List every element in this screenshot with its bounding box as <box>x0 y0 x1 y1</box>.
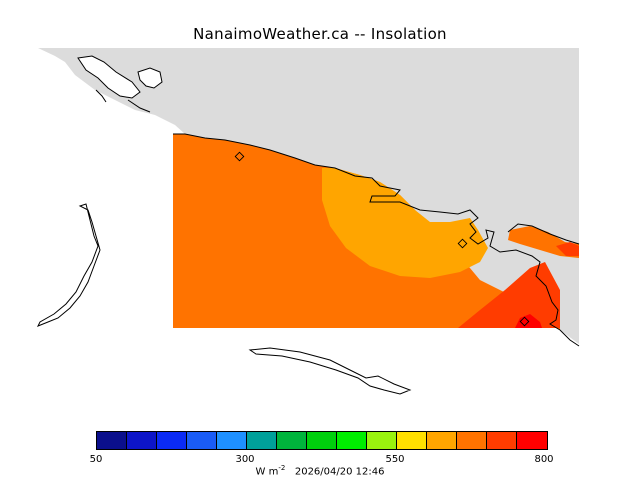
legend-caption: W m-2 2026/04/20 12:46 <box>0 464 640 477</box>
legend-tick: 550 <box>385 454 405 465</box>
coastline-east <box>507 223 580 245</box>
unit-exponent: -2 <box>278 464 286 472</box>
legend-tick: 300 <box>235 454 255 465</box>
island-west <box>36 203 101 327</box>
legend-swatch <box>427 432 457 449</box>
legend-swatch <box>397 432 427 449</box>
legend-swatch <box>307 432 337 449</box>
legend-swatch <box>517 432 547 449</box>
legend-swatch <box>487 432 517 449</box>
timestamp: 2026/04/20 12:46 <box>294 466 385 478</box>
field-east-peak <box>556 242 579 256</box>
legend-swatch <box>217 432 247 449</box>
lake-north <box>137 67 163 89</box>
legend-swatch <box>187 432 217 449</box>
legend-swatch <box>337 432 367 449</box>
legend-swatch <box>277 432 307 449</box>
field-high <box>322 168 488 278</box>
station-marker <box>519 316 530 327</box>
island-south <box>248 347 412 395</box>
legend-swatch <box>367 432 397 449</box>
legend-colorbar <box>96 431 548 450</box>
legend-swatch <box>157 432 187 449</box>
map-title: NanaimoWeather.ca -- Insolation <box>193 25 447 43</box>
legend-tick: 800 <box>534 454 554 465</box>
station-marker <box>457 238 468 249</box>
coastline-main <box>173 133 580 347</box>
legend-swatch <box>127 432 157 449</box>
insolation-map <box>36 48 580 395</box>
station-marker <box>234 151 245 162</box>
legend-tick: 50 <box>89 454 103 465</box>
legend-swatch <box>97 432 127 449</box>
unit-label: W m <box>255 466 279 478</box>
field-peak <box>458 262 560 328</box>
land-mainland <box>38 48 579 344</box>
legend-swatch <box>457 432 487 449</box>
legend-swatch <box>247 432 277 449</box>
inlet-channel <box>95 89 151 113</box>
inlet-north <box>77 55 141 99</box>
